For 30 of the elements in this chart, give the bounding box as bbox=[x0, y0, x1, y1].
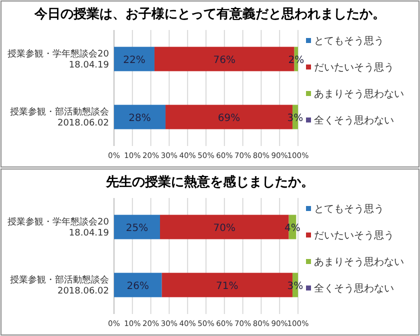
data-label: 4% bbox=[284, 223, 300, 234]
data-label: 2% bbox=[288, 55, 304, 66]
data-label: 69% bbox=[218, 113, 240, 124]
data-label: 28% bbox=[128, 113, 151, 124]
legend-label: 全くそう思わない bbox=[314, 282, 394, 294]
y-tick-label: 授業参観・学年懇談会2018.04.19 bbox=[8, 216, 110, 238]
chart-title: 先生の授業に熱意を感じましたか。 bbox=[105, 174, 314, 190]
data-label: 25% bbox=[126, 223, 148, 234]
data-label: 3% bbox=[287, 113, 304, 124]
bar bbox=[114, 214, 160, 240]
bar bbox=[114, 46, 154, 72]
y-tick-label: 授業参観・学年懇談会2018.04.19 bbox=[8, 48, 110, 70]
legend-label: 全くそう思わない bbox=[314, 114, 394, 126]
y-tick-label: 授業参観・部活動懇談会2018.06.02 bbox=[10, 106, 109, 128]
data-label: 26% bbox=[126, 281, 150, 292]
data-label: 22% bbox=[123, 55, 146, 66]
bar bbox=[114, 272, 162, 298]
legend-label: あまりそう思わない bbox=[314, 257, 404, 268]
y-tick-label: 授業参観・部活動懇談会2018.06.02 bbox=[10, 274, 109, 296]
bar bbox=[114, 104, 166, 130]
legend-label: あまりそう思わない bbox=[314, 89, 404, 100]
data-label: 3% bbox=[287, 281, 304, 292]
data-label: 71% bbox=[216, 281, 238, 292]
data-label: 76% bbox=[213, 55, 236, 66]
legend-label: とてもそう思う bbox=[314, 204, 384, 215]
chart-title: 今日の授業は、お子様にとって有意義だと思われましたか。 bbox=[34, 6, 386, 22]
legend-label: とてもそう思う bbox=[314, 36, 384, 47]
legend-label: だいたいそう思う bbox=[314, 230, 394, 242]
legend-label: だいたいそう思う bbox=[314, 62, 394, 74]
data-label: 70% bbox=[213, 223, 236, 234]
